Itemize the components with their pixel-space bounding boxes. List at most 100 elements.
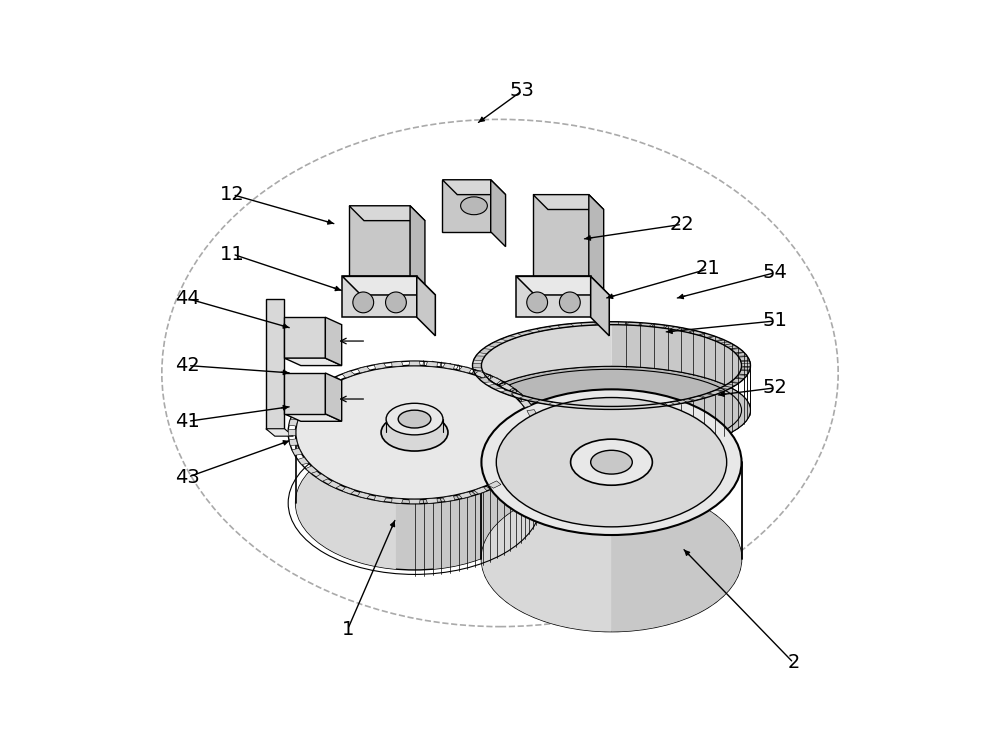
Polygon shape	[443, 363, 455, 369]
Polygon shape	[531, 419, 540, 426]
Ellipse shape	[398, 410, 431, 428]
Polygon shape	[392, 362, 403, 367]
Text: 2: 2	[787, 653, 800, 672]
Text: 53: 53	[510, 81, 535, 100]
Polygon shape	[501, 390, 517, 395]
Text: 54: 54	[763, 263, 787, 282]
Polygon shape	[488, 481, 501, 488]
Polygon shape	[689, 330, 706, 336]
Polygon shape	[516, 276, 609, 295]
Ellipse shape	[527, 292, 548, 313]
Ellipse shape	[473, 366, 750, 454]
Polygon shape	[533, 429, 541, 436]
Polygon shape	[581, 405, 596, 409]
Polygon shape	[296, 366, 396, 569]
Polygon shape	[589, 195, 604, 291]
Polygon shape	[358, 492, 370, 498]
Polygon shape	[531, 439, 540, 445]
Ellipse shape	[481, 486, 742, 632]
Polygon shape	[604, 322, 619, 325]
Polygon shape	[459, 366, 471, 373]
Ellipse shape	[496, 398, 727, 527]
Text: 22: 22	[670, 215, 694, 233]
Text: 52: 52	[763, 378, 787, 398]
Ellipse shape	[386, 404, 443, 435]
Polygon shape	[459, 492, 471, 498]
Polygon shape	[284, 358, 342, 366]
Polygon shape	[670, 327, 687, 331]
Polygon shape	[349, 206, 410, 276]
Polygon shape	[316, 383, 328, 391]
Polygon shape	[738, 356, 749, 361]
Ellipse shape	[559, 292, 580, 313]
Polygon shape	[488, 342, 503, 347]
Polygon shape	[288, 429, 296, 436]
Polygon shape	[488, 384, 503, 389]
Polygon shape	[720, 384, 735, 389]
Polygon shape	[649, 324, 665, 328]
Polygon shape	[392, 498, 403, 504]
Text: 43: 43	[175, 468, 200, 486]
Polygon shape	[511, 392, 523, 399]
Polygon shape	[473, 363, 482, 368]
Polygon shape	[720, 342, 735, 347]
Polygon shape	[738, 370, 749, 375]
Ellipse shape	[296, 436, 533, 570]
Polygon shape	[426, 498, 437, 504]
Polygon shape	[491, 180, 506, 247]
Polygon shape	[611, 322, 750, 454]
Polygon shape	[284, 414, 342, 421]
Ellipse shape	[386, 292, 406, 313]
Polygon shape	[266, 298, 284, 429]
Polygon shape	[374, 363, 386, 369]
Polygon shape	[517, 330, 534, 336]
Polygon shape	[627, 322, 642, 326]
Text: 1: 1	[341, 620, 354, 639]
Ellipse shape	[353, 292, 374, 313]
Polygon shape	[604, 407, 619, 410]
Polygon shape	[433, 366, 533, 569]
Polygon shape	[306, 392, 318, 399]
Ellipse shape	[296, 366, 533, 499]
Polygon shape	[442, 180, 491, 232]
Polygon shape	[558, 403, 574, 407]
Polygon shape	[536, 327, 553, 331]
Polygon shape	[591, 276, 609, 336]
Polygon shape	[349, 206, 425, 221]
Polygon shape	[342, 276, 435, 295]
Polygon shape	[516, 276, 591, 317]
Polygon shape	[527, 448, 537, 455]
Polygon shape	[426, 362, 437, 367]
Polygon shape	[266, 429, 293, 436]
Polygon shape	[298, 457, 309, 465]
Polygon shape	[289, 419, 298, 426]
Polygon shape	[479, 377, 492, 383]
Polygon shape	[501, 474, 513, 481]
Polygon shape	[741, 363, 750, 368]
Polygon shape	[292, 448, 302, 455]
Polygon shape	[706, 390, 722, 395]
Polygon shape	[611, 389, 741, 632]
Polygon shape	[284, 317, 325, 358]
Polygon shape	[410, 206, 425, 291]
Polygon shape	[342, 487, 355, 494]
Polygon shape	[706, 336, 722, 341]
Polygon shape	[342, 371, 355, 378]
Polygon shape	[409, 361, 420, 366]
Text: 44: 44	[175, 289, 200, 308]
Text: 12: 12	[220, 185, 245, 204]
Polygon shape	[520, 401, 531, 407]
Text: 51: 51	[763, 312, 787, 330]
Polygon shape	[443, 495, 455, 501]
Polygon shape	[284, 373, 325, 414]
Polygon shape	[474, 487, 487, 494]
Polygon shape	[292, 410, 302, 417]
Polygon shape	[731, 348, 744, 354]
Ellipse shape	[591, 451, 632, 474]
Polygon shape	[517, 395, 534, 401]
Polygon shape	[527, 410, 537, 417]
Polygon shape	[501, 336, 517, 341]
Text: 42: 42	[175, 356, 200, 375]
Polygon shape	[533, 195, 604, 210]
Polygon shape	[325, 317, 342, 366]
